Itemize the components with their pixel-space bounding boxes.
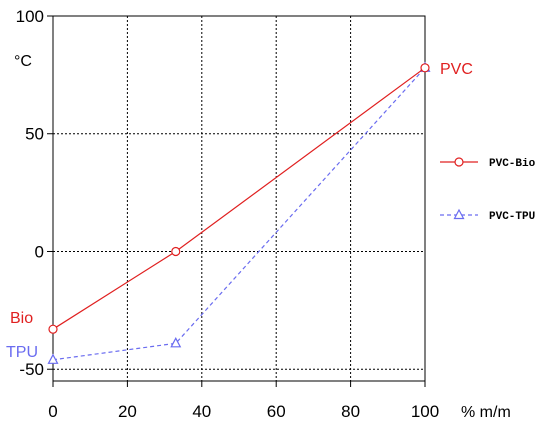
plot-frame xyxy=(52,15,426,382)
x-tick-label: 20 xyxy=(118,402,137,421)
series-pvc-tpu xyxy=(47,61,431,364)
y-tick-label: 100 xyxy=(16,7,44,26)
series-line xyxy=(52,67,426,330)
y-tick-label: -50 xyxy=(19,360,44,379)
x-tick-label: 60 xyxy=(267,402,286,421)
legend-label: PVC-TPU xyxy=(489,211,535,223)
x-tick-label: 80 xyxy=(341,402,360,421)
marker-triangle xyxy=(170,337,182,348)
marker-circle xyxy=(48,324,58,334)
grid xyxy=(47,15,426,387)
x-tick-label: 100 xyxy=(411,402,439,421)
y-tick-label: 0 xyxy=(35,242,44,261)
marker-triangle xyxy=(453,208,465,220)
y-tick-label: 50 xyxy=(25,125,44,144)
x-unit-label: % m/m xyxy=(461,404,511,421)
series-pvc-bio xyxy=(48,63,430,334)
series-end-label-left: TPU xyxy=(6,344,38,361)
series-line xyxy=(52,67,426,361)
x-tick-label: 0 xyxy=(48,402,57,421)
legend: PVC-Bio PVC-TPU xyxy=(440,157,536,223)
marker-triangle xyxy=(47,353,59,364)
legend-item: PVC-TPU xyxy=(440,208,535,223)
marker-circle xyxy=(420,63,430,73)
marker-circle xyxy=(171,246,181,257)
series-end-label-left: Bio xyxy=(10,310,33,327)
legend-label: PVC-Bio xyxy=(489,158,536,170)
series: Bio PVC TPU xyxy=(6,61,473,364)
legend-item: PVC-Bio xyxy=(440,157,536,170)
tick-labels: 0 20 40 60 80 100 100 50 0 -50 xyxy=(16,7,440,421)
x-tick-label: 40 xyxy=(192,402,211,421)
marker-circle xyxy=(454,157,464,167)
series-end-label-right: PVC xyxy=(440,61,473,78)
y-unit-label: °C xyxy=(14,53,32,70)
